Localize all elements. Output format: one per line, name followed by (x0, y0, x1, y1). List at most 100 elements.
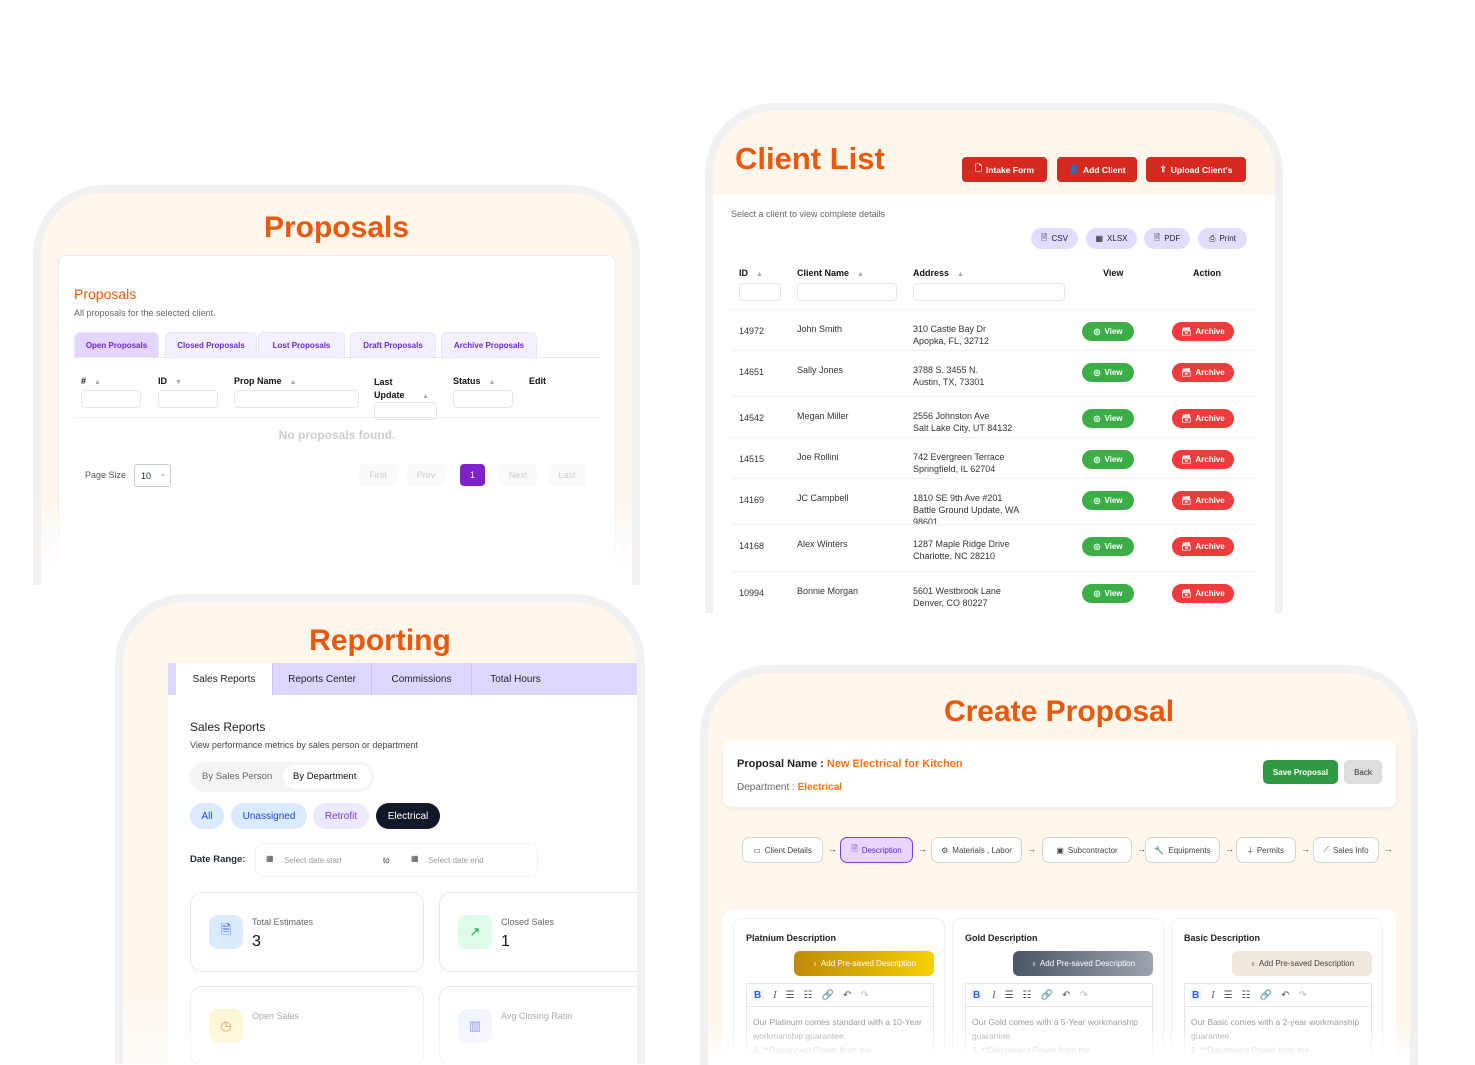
step-5[interactable]: ⍊ Permits (1236, 837, 1296, 863)
bold-icon[interactable]: B (1189, 989, 1203, 1001)
italic-icon[interactable]: I (773, 989, 777, 1001)
client-row[interactable]: 14651 Sally Jones 3788 S. 3455 N. Austin,… (731, 350, 1257, 396)
filter-input-1[interactable] (158, 390, 218, 408)
date-end-input[interactable]: Select date end (428, 856, 484, 865)
archive-button[interactable]: 🗃 Archive (1172, 409, 1234, 428)
client-row[interactable]: 14542 Megan Miller 2556 Johnston Ave Salt… (731, 396, 1257, 437)
step-6[interactable]: ⟋ Sales Info (1313, 837, 1379, 863)
view-button[interactable]: ◎ View (1082, 409, 1134, 428)
by-department-toggle[interactable]: By Department (283, 765, 371, 789)
client-row[interactable]: 10994 Bonnie Morgan 5601 Westbrook Lane D… (731, 571, 1257, 613)
bold-icon[interactable]: B (751, 989, 765, 1001)
add-presaved-button[interactable]: ♁ Add Pre-saved Description (1232, 951, 1372, 976)
col-3[interactable]: Last Update ▲ (374, 377, 429, 400)
tab-proposals-4[interactable]: Archive Proposals (441, 332, 537, 357)
tab-report-1[interactable]: Reports Center (272, 663, 371, 695)
prev-page-button[interactable]: Prev (407, 464, 445, 486)
step-1[interactable]: 🗎 Description (840, 837, 913, 863)
chip-electrical[interactable]: Electrical (376, 803, 440, 829)
archive-button[interactable]: 🗃 Archive (1172, 322, 1234, 341)
italic-icon[interactable]: I (1211, 989, 1215, 1001)
italic-icon[interactable]: I (992, 989, 996, 1001)
view-button[interactable]: ◎ View (1082, 322, 1134, 341)
filter-input-3[interactable] (374, 402, 437, 420)
col-id[interactable]: ID ▲ (739, 268, 763, 278)
undo-icon[interactable]: ↶ (1280, 989, 1290, 1001)
export-csv-button[interactable]: 🗎 CSV (1031, 228, 1078, 249)
col-0[interactable]: # ▲ (81, 376, 101, 386)
archive-button[interactable]: 🗃 Archive (1172, 537, 1234, 556)
col-4[interactable]: Status ▲ (453, 376, 496, 386)
step-3[interactable]: ▣ Subcontractor (1042, 837, 1132, 863)
archive-button[interactable]: 🗃 Archive (1172, 363, 1234, 382)
tab-report-3[interactable]: Total Hours (471, 663, 559, 695)
bold-icon[interactable]: B (970, 989, 984, 1001)
view-button[interactable]: ◎ View (1082, 363, 1134, 382)
numbered-list-icon[interactable]: ☷ (1022, 989, 1032, 1001)
tab-proposals-3[interactable]: Draft Proposals (350, 332, 436, 357)
date-range-picker[interactable]: ▦ Select date start to ▦ Select date end (255, 843, 538, 877)
link-icon[interactable]: 🔗 (1259, 989, 1272, 1001)
address-filter-input[interactable] (913, 283, 1065, 301)
date-start-input[interactable]: Select date start (284, 856, 342, 865)
export-pdf-button[interactable]: 🗎 PDF (1144, 228, 1190, 249)
id-filter-input[interactable] (739, 283, 781, 301)
archive-button[interactable]: 🗃 Archive (1172, 584, 1234, 603)
tab-report-0[interactable]: Sales Reports (176, 663, 272, 695)
client-row[interactable]: 14972 John Smith 310 Castle Bay Dr Apopka… (731, 309, 1257, 350)
client-row[interactable]: 14168 Alex Winters 1287 Maple Ridge Driv… (731, 524, 1257, 571)
upload-clients-button[interactable]: ⇪ Upload Client's (1146, 157, 1246, 182)
step-4[interactable]: 🔧 Equipments (1145, 837, 1220, 863)
tab-proposals-0[interactable]: Open Proposals (74, 332, 159, 357)
filter-input-2[interactable] (234, 390, 359, 408)
chip-retrofit[interactable]: Retrofit (313, 803, 369, 829)
archive-button[interactable]: 🗃 Archive (1172, 450, 1234, 469)
redo-icon[interactable]: ↷ (860, 989, 869, 1001)
current-page-button[interactable]: 1 (460, 464, 485, 486)
add-presaved-button[interactable]: ♁ Add Pre-saved Description (794, 951, 934, 976)
col-1[interactable]: ID ▼ (158, 376, 182, 386)
link-icon[interactable]: 🔗 (821, 989, 834, 1001)
page-size-select[interactable]: 10 ⌄ (134, 464, 171, 487)
col-address[interactable]: Address ▲ (913, 268, 964, 278)
undo-icon[interactable]: ↶ (1061, 989, 1071, 1001)
step-0[interactable]: ▭ Client Details (742, 837, 823, 863)
step-2[interactable]: ⚙ Materials , Labor (931, 837, 1022, 863)
chip-all[interactable]: All (190, 803, 224, 829)
numbered-list-icon[interactable]: ☷ (803, 989, 813, 1001)
first-page-button[interactable]: First (359, 464, 397, 486)
print-button[interactable]: ⎙ Print (1198, 228, 1247, 249)
chip-unassigned[interactable]: Unassigned (231, 803, 307, 829)
bullet-list-icon[interactable]: ☰ (785, 989, 795, 1001)
last-page-button[interactable]: Last (548, 464, 586, 486)
redo-icon[interactable]: ↷ (1079, 989, 1088, 1001)
next-page-button[interactable]: Next (499, 464, 537, 486)
tab-report-2[interactable]: Commissions (371, 663, 471, 695)
client-row[interactable]: 14515 Joe Rollini 742 Evergreen Terrace S… (731, 437, 1257, 478)
bullet-list-icon[interactable]: ☰ (1004, 989, 1014, 1001)
add-client-button[interactable]: 👤 Add Client (1057, 157, 1137, 182)
link-icon[interactable]: 🔗 (1040, 989, 1053, 1001)
numbered-list-icon[interactable]: ☷ (1241, 989, 1251, 1001)
filter-input-0[interactable] (81, 390, 141, 408)
col-client-name[interactable]: Client Name ▲ (797, 268, 864, 278)
col-2[interactable]: Prop Name ▲ (234, 376, 297, 386)
undo-icon[interactable]: ↶ (842, 989, 852, 1001)
save-proposal-button[interactable]: Save Proposal (1263, 760, 1338, 784)
name-filter-input[interactable] (797, 283, 897, 301)
client-row[interactable]: 14169 JC Campbell 1810 SE 9th Ave #201 Ba… (731, 478, 1257, 527)
by-sales-person-toggle[interactable]: By Sales Person (202, 771, 273, 782)
view-button[interactable]: ◎ View (1082, 537, 1134, 556)
redo-icon[interactable]: ↷ (1298, 989, 1307, 1001)
add-presaved-button[interactable]: ♁ Add Pre-saved Description (1013, 951, 1153, 976)
bullet-list-icon[interactable]: ☰ (1223, 989, 1233, 1001)
view-button[interactable]: ◎ View (1082, 450, 1134, 469)
archive-button[interactable]: 🗃 Archive (1172, 491, 1234, 510)
intake-form-button[interactable]: 🗋 Intake Form (962, 157, 1047, 182)
export-xlsx-button[interactable]: ▦ XLSX (1086, 228, 1137, 249)
tab-proposals-2[interactable]: Lost Proposals (258, 332, 345, 357)
filter-input-4[interactable] (453, 390, 513, 408)
view-button[interactable]: ◎ View (1082, 584, 1134, 603)
tab-proposals-1[interactable]: Closed Proposals (165, 332, 257, 357)
back-button[interactable]: Back (1344, 760, 1382, 784)
